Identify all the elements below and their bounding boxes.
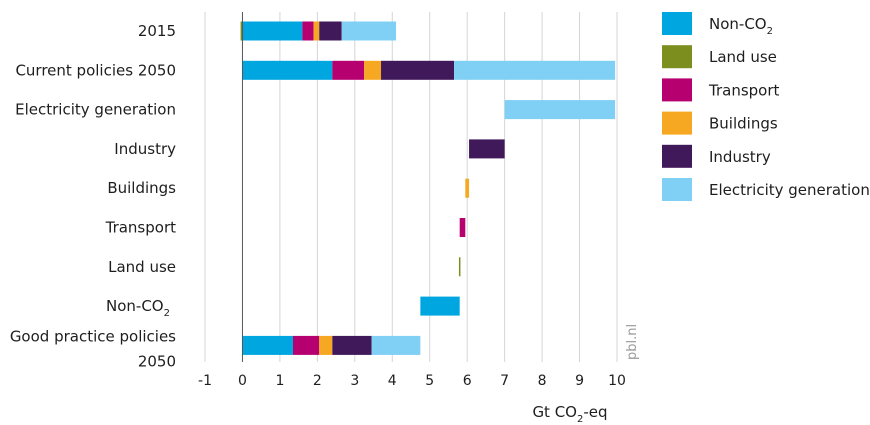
legend-label-land-use: Land use — [709, 48, 777, 66]
x-tick-label-1: 1 — [275, 373, 284, 389]
bar-land-use-land-use — [458, 257, 461, 277]
legend: Non-CO2 Land use Transport Buildings Industr… — [662, 12, 870, 201]
x-tick-label-6: 6 — [463, 373, 472, 389]
legend-swatch-land-use — [662, 45, 692, 69]
bar-2015-non-co — [242, 21, 303, 41]
category-label-electricity-generation: Electricity generation — [15, 101, 176, 119]
x-tick-label-4: 4 — [388, 373, 397, 389]
legend-swatch-buildings — [662, 111, 692, 135]
bar-industry-industry — [469, 139, 505, 159]
x-axis-title-subscript: 2 — [577, 414, 583, 425]
bar-non-co-non-co — [420, 296, 460, 316]
x-tick-label-10: 10 — [608, 373, 626, 389]
bar-current-policies-2050-electricity-generation — [454, 60, 616, 80]
legend-swatch-transport — [662, 78, 692, 102]
legend-swatch-industry — [662, 144, 692, 168]
legend-label-industry: Industry — [709, 148, 771, 166]
bar-current-policies-2050-transport — [332, 60, 365, 80]
legend-label-transport: Transport — [708, 81, 780, 99]
legend-label-buildings: Buildings — [709, 115, 778, 133]
bar-good-practice-policies-2050-non-co — [242, 335, 294, 355]
bar-electricity-generation-electricity-generation — [504, 100, 616, 120]
category-label-non-co: Non-CO2 — [106, 297, 170, 319]
x-tick-label-5: 5 — [425, 373, 434, 389]
x-tick-label-9: 9 — [575, 373, 584, 389]
x-tick-label-0: 0 — [238, 373, 247, 389]
x-axis-title: Gt CO2-eq — [532, 403, 607, 425]
bars — [240, 21, 616, 355]
legend-swatch-electricity-generation — [662, 178, 692, 201]
bar-buildings-buildings — [465, 178, 470, 198]
legend-label-non-co: Non-CO2 — [709, 15, 773, 37]
category-label-good-practice-policies-2050: Good practice policies — [10, 327, 176, 345]
watermark: pbl.nl — [625, 324, 640, 360]
category-label-current-policies-2050: Current policies 2050 — [15, 61, 176, 79]
bar-2015-transport — [302, 21, 314, 41]
legend-label-electricity-generation: Electricity generation — [709, 181, 870, 199]
category-label-transport: Transport — [105, 219, 177, 237]
category-label-buildings: Buildings — [107, 179, 176, 197]
bar-2015-land-use — [240, 21, 243, 41]
bar-current-policies-2050-non-co — [242, 60, 333, 80]
bar-transport-transport — [459, 218, 466, 237]
category-labels: 2015 Current policies 2050 Electricity gen… — [10, 22, 176, 370]
bar-good-practice-policies-2050-transport — [293, 335, 320, 355]
bar-2015-electricity-generation — [341, 21, 397, 41]
x-tick-label-2: 2 — [313, 373, 322, 389]
category-label-land-use: Land use — [108, 258, 176, 276]
bar-2015-industry — [319, 21, 342, 41]
x-tick-label-3: 3 — [350, 373, 359, 389]
category-label-industry: Industry — [114, 140, 176, 158]
x-tick-label--1: -1 — [198, 373, 212, 389]
x-tick-label-7: 7 — [500, 373, 509, 389]
x-tick-labels: -1 0 1 2 3 4 5 6 7 8 9 10 — [198, 373, 626, 389]
bar-current-policies-2050-buildings — [364, 60, 382, 80]
x-axis-title-suffix: -eq — [583, 403, 607, 421]
legend-subscript: 2 — [767, 26, 773, 37]
bar-current-policies-2050-industry — [381, 60, 455, 80]
bar-good-practice-policies-2050-electricity-generation — [371, 335, 421, 355]
category-label-2015: 2015 — [138, 22, 176, 40]
bar-good-practice-policies-2050-buildings — [319, 335, 333, 355]
bar-2015-buildings — [313, 21, 320, 41]
category-subscript: 2 — [164, 308, 170, 319]
legend-swatch-non-co — [662, 12, 692, 35]
x-tick-label-8: 8 — [538, 373, 547, 389]
category-label-good-practice-policies-2050-line2: 2050 — [138, 352, 176, 370]
bar-good-practice-policies-2050-industry — [332, 335, 372, 355]
